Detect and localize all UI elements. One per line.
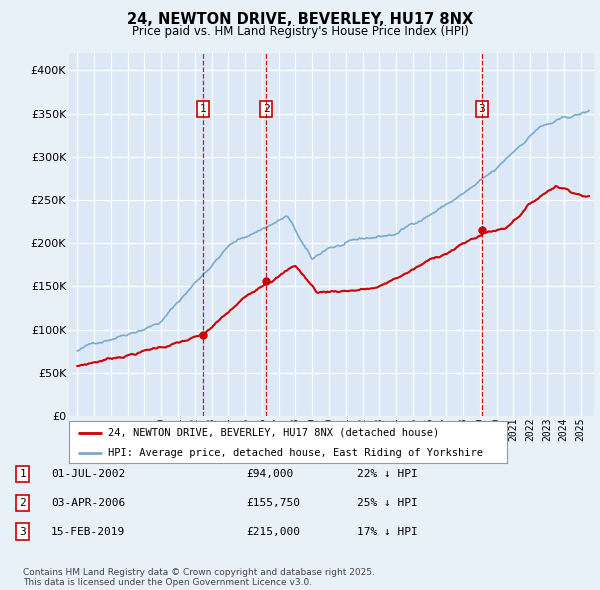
- Text: HPI: Average price, detached house, East Riding of Yorkshire: HPI: Average price, detached house, East…: [109, 448, 484, 457]
- Text: 3: 3: [479, 104, 485, 114]
- Text: £155,750: £155,750: [246, 498, 300, 507]
- Text: 01-JUL-2002: 01-JUL-2002: [51, 469, 125, 478]
- Text: 22% ↓ HPI: 22% ↓ HPI: [357, 469, 418, 478]
- Text: 2: 2: [19, 498, 26, 507]
- Text: 3: 3: [19, 527, 26, 536]
- Text: 1: 1: [200, 104, 206, 114]
- Text: 15-FEB-2019: 15-FEB-2019: [51, 527, 125, 536]
- Text: £215,000: £215,000: [246, 527, 300, 536]
- Text: 17% ↓ HPI: 17% ↓ HPI: [357, 527, 418, 536]
- Text: 24, NEWTON DRIVE, BEVERLEY, HU17 8NX: 24, NEWTON DRIVE, BEVERLEY, HU17 8NX: [127, 12, 473, 27]
- Text: Contains HM Land Registry data © Crown copyright and database right 2025.
This d: Contains HM Land Registry data © Crown c…: [23, 568, 374, 587]
- Text: 25% ↓ HPI: 25% ↓ HPI: [357, 498, 418, 507]
- Text: 1: 1: [19, 469, 26, 478]
- Text: £94,000: £94,000: [246, 469, 293, 478]
- Text: 03-APR-2006: 03-APR-2006: [51, 498, 125, 507]
- Text: 2: 2: [263, 104, 269, 114]
- Text: Price paid vs. HM Land Registry's House Price Index (HPI): Price paid vs. HM Land Registry's House …: [131, 25, 469, 38]
- Text: 24, NEWTON DRIVE, BEVERLEY, HU17 8NX (detached house): 24, NEWTON DRIVE, BEVERLEY, HU17 8NX (de…: [109, 428, 440, 438]
